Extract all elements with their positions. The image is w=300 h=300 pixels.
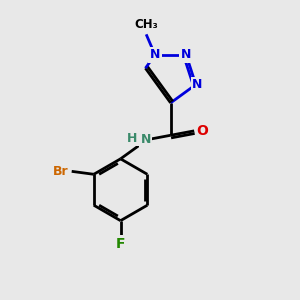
Text: CH₃: CH₃ (134, 18, 158, 32)
Text: O: O (196, 124, 208, 138)
Text: F: F (116, 237, 125, 250)
Text: N: N (181, 48, 191, 62)
Text: N: N (140, 133, 151, 146)
Text: H: H (127, 132, 137, 145)
Text: N: N (192, 78, 202, 91)
Text: Br: Br (53, 165, 68, 178)
Text: N: N (150, 48, 160, 62)
